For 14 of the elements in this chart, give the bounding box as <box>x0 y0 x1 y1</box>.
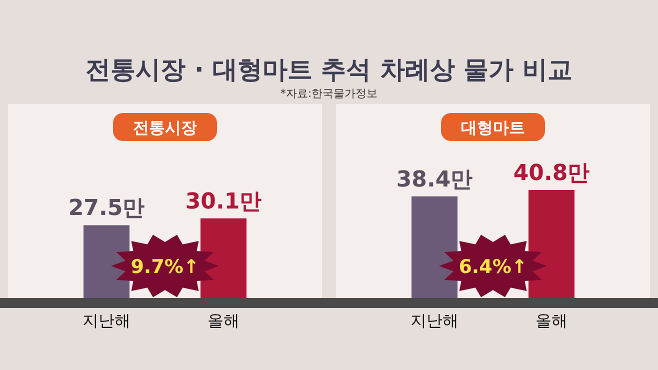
x-tick-label: 올해 <box>208 311 240 330</box>
annotation: 9.7%↑ <box>130 256 200 278</box>
data-label: 40.8만 <box>513 161 590 186</box>
data-label: 38.4만 <box>396 167 473 192</box>
data-label: 27.5만 <box>68 196 145 222</box>
data-label: 30.1만 <box>185 189 262 214</box>
chart-subtitle: 전통시장 <box>133 118 197 137</box>
annotation: 6.4%↑ <box>458 256 528 278</box>
x-tick-label: 지난해 <box>82 311 130 330</box>
x-tick-label: 지난해 <box>410 311 458 330</box>
chart-title: 전통시장 · 대형마트 추석 차례상 물가 비교 <box>86 55 572 84</box>
chart-title: 대형마트 <box>461 118 525 137</box>
text: *자료:한국물가정보 <box>280 87 378 100</box>
x-tick-label: 올해 <box>536 311 568 330</box>
